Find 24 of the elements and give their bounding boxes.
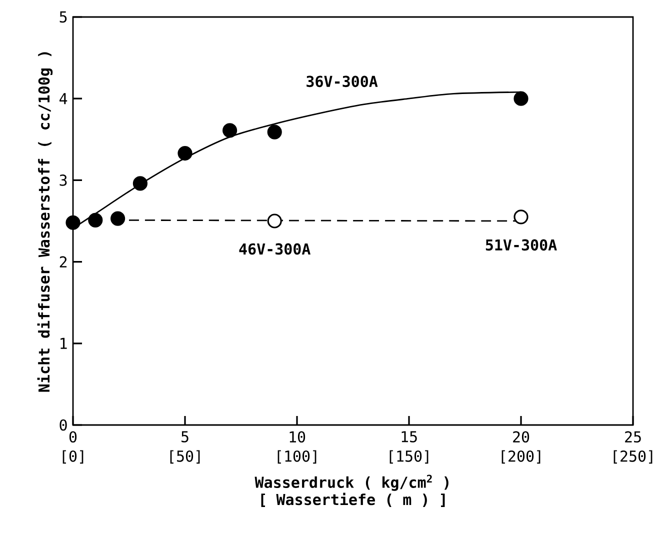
x-tick-label: 5 [182,431,188,442]
y-tick-label: 5 [60,11,67,23]
x2-tick-label: [200] [502,450,540,464]
y-tick-label: 1 [60,338,67,349]
x2-tick-label: [100] [278,450,316,464]
x2-tick-label: [0] [62,450,84,464]
y-tick-label: 4 [60,93,68,104]
annotation: 46V-300A [239,243,310,255]
annotation: 36V-300A [306,76,378,88]
y-tick-label: 3 [60,174,67,186]
y-tick-label: 2 [60,256,67,268]
x-tick-label: 25 [625,431,641,443]
x2-tick-label: [250] [614,450,652,464]
y-tick-label: 0 [60,419,67,431]
x-tick-label: 0 [69,431,77,443]
x2-axis-title: [ Wassertiefe ( m ) ] [261,492,445,507]
x-tick-label: 15 [402,431,417,442]
annotation: 51V-300A [486,239,557,251]
y-axis-title: Nicht diffuser Wasserstoff ( cc/100g ) [37,52,53,392]
text: Wasserdruck ( kg/cm$^{2}$ ) [254,474,448,491]
x-tick-label: 10 [290,431,306,443]
x-tick-label: 20 [513,431,530,443]
x2-tick-label: [50] [170,450,200,464]
x2-tick-label: [150] [390,450,428,464]
